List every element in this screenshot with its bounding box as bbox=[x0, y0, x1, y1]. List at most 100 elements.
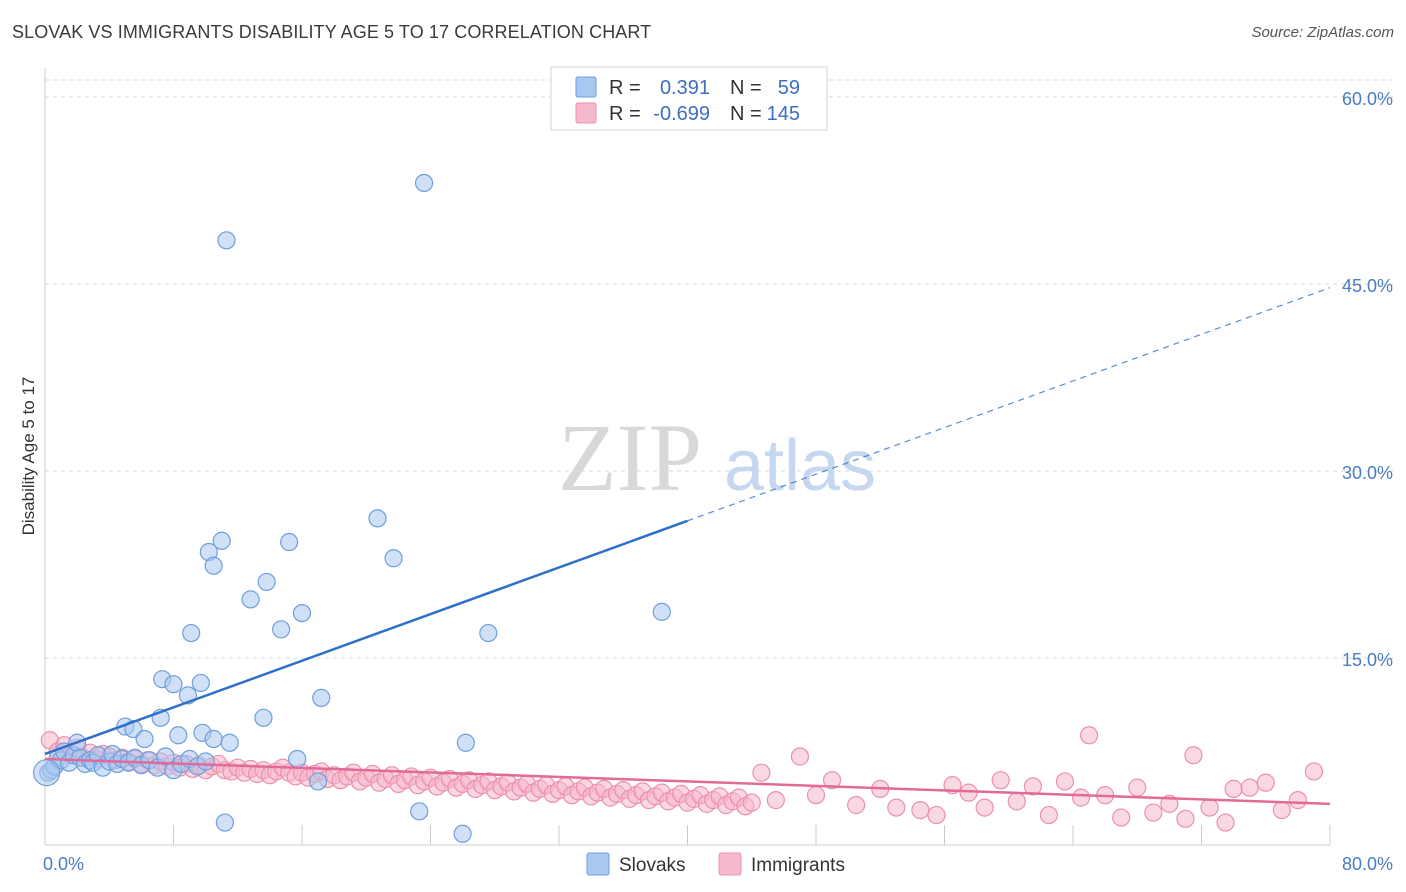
immigrants-point-113 bbox=[806, 786, 826, 805]
bottom-legend-slovaks: Slovaks bbox=[619, 855, 686, 876]
legend-swatch-slovaks bbox=[575, 76, 597, 98]
slovaks-point-63 bbox=[410, 802, 429, 821]
slovaks-trend-extension bbox=[687, 287, 1331, 522]
watermark-zip: ZIP bbox=[558, 404, 702, 511]
immigrants-point-128 bbox=[1071, 788, 1091, 807]
immigrants-point-140 bbox=[1240, 778, 1259, 797]
slovaks-point-34 bbox=[169, 726, 188, 745]
bottom-legend-immigrants: Immigrants bbox=[751, 855, 845, 876]
slovaks-point-58 bbox=[479, 623, 498, 643]
slovaks-point-44 bbox=[182, 623, 201, 643]
immigrants-trend-line bbox=[44, 757, 1331, 806]
slovaks-point-29 bbox=[196, 752, 215, 771]
legend-swatch-immigrants bbox=[575, 102, 597, 124]
trend-lines bbox=[44, 287, 1331, 806]
immigrants-point-142 bbox=[1272, 800, 1291, 820]
immigrants-point-135 bbox=[1176, 809, 1195, 828]
slovaks-point-51 bbox=[272, 620, 291, 639]
legend-r-label-immigrants: R = bbox=[609, 103, 641, 125]
slovaks-point-24 bbox=[156, 747, 175, 766]
immigrants-point-110 bbox=[752, 763, 771, 782]
y-tick-label-15: 15.0% bbox=[1342, 650, 1393, 670]
immigrants-point-112 bbox=[790, 747, 810, 766]
slovaks-point-50 bbox=[280, 532, 299, 552]
slovaks-point-48 bbox=[241, 590, 260, 609]
watermark-atlas: atlas bbox=[724, 426, 876, 506]
immigrants-point-119 bbox=[927, 805, 946, 825]
slovaks-point-41 bbox=[164, 675, 183, 694]
chart-title: SLOVAK VS IMMIGRANTS DISABILITY AGE 5 TO… bbox=[12, 22, 652, 42]
y-tick-label-60: 60.0% bbox=[1342, 89, 1393, 109]
slovaks-point-39 bbox=[288, 749, 307, 769]
slovaks-point-64 bbox=[453, 824, 472, 843]
axes bbox=[44, 68, 1331, 846]
y-axis-label: Disability Age 5 to 17 bbox=[19, 377, 38, 536]
watermark: ZIP atlas bbox=[558, 404, 876, 511]
immigrants-point-141 bbox=[1256, 773, 1275, 792]
slovaks-point-56 bbox=[384, 549, 403, 568]
slovaks-point-37 bbox=[220, 733, 239, 752]
grid-lines bbox=[45, 79, 1395, 659]
immigrants-point-109 bbox=[742, 793, 761, 812]
slovaks-point-36 bbox=[204, 729, 223, 749]
immigrants-point-123 bbox=[991, 771, 1010, 790]
legend-r-label-slovaks: R = bbox=[609, 77, 641, 99]
legend-box bbox=[550, 66, 828, 131]
y-tick-label-45: 45.0% bbox=[1342, 276, 1393, 296]
x-tick-labels: 0.0% 80.0% bbox=[43, 854, 1393, 874]
bottom-legend-swatch-immigrants bbox=[718, 852, 742, 876]
immigrants-point-114 bbox=[822, 771, 842, 790]
immigrants-point-117 bbox=[887, 798, 906, 817]
slovaks-point-55 bbox=[368, 509, 387, 528]
immigrants-point-115 bbox=[847, 796, 866, 815]
immigrants-point-144 bbox=[1304, 762, 1324, 781]
legend-r-value-immigrants: -0.699 bbox=[653, 103, 710, 125]
y-tick-labels: 15.0% 30.0% 45.0% 60.0% bbox=[1342, 89, 1393, 670]
immigrants-point-125 bbox=[1023, 777, 1042, 796]
slovaks-point-38 bbox=[254, 708, 273, 727]
immigrants-point-133 bbox=[1144, 803, 1163, 822]
slovaks-point-53 bbox=[312, 688, 331, 707]
slovaks-point-61 bbox=[414, 173, 434, 193]
slovaks-point-60 bbox=[217, 231, 236, 250]
slovaks-point-49 bbox=[257, 572, 276, 592]
x-tick-label-max: 80.0% bbox=[1342, 854, 1393, 874]
chart-source: Source: ZipAtlas.com bbox=[1251, 24, 1394, 41]
slovaks-point-47 bbox=[204, 556, 223, 575]
y-tick-label-30: 30.0% bbox=[1342, 463, 1393, 483]
immigrants-point-124 bbox=[1007, 792, 1026, 811]
legend-r-value-slovaks: 0.391 bbox=[660, 77, 710, 99]
immigrants-point-137 bbox=[1200, 798, 1219, 817]
immigrants-point-126 bbox=[1039, 805, 1059, 825]
slovaks-point-32 bbox=[135, 729, 154, 749]
immigrants-point-127 bbox=[1055, 772, 1075, 791]
slovaks-point-52 bbox=[292, 603, 312, 623]
correlation-legend: R = 0.391 N = 59 R = -0.699 N = 145 bbox=[550, 66, 828, 131]
immigrants-point-143 bbox=[1288, 791, 1307, 810]
slovaks-point-62 bbox=[215, 813, 234, 832]
bottom-legend-swatch-slovaks bbox=[586, 852, 610, 876]
slovaks-point-46 bbox=[212, 531, 231, 550]
slovaks-point-54 bbox=[308, 772, 328, 791]
immigrants-point-122 bbox=[975, 798, 994, 817]
immigrants-point-138 bbox=[1216, 813, 1235, 832]
series-legend: Slovaks Immigrants bbox=[586, 852, 845, 876]
legend-n-value-immigrants: 145 bbox=[767, 103, 800, 125]
slovaks-point-57 bbox=[456, 733, 475, 752]
slovaks-trend-line bbox=[44, 519, 688, 756]
immigrants-point-129 bbox=[1079, 726, 1099, 745]
slovaks-point-43 bbox=[191, 673, 210, 693]
immigrants-point-139 bbox=[1224, 779, 1243, 798]
slovaks-point-large bbox=[33, 759, 61, 787]
immigrants-point-132 bbox=[1128, 778, 1147, 797]
legend-n-label-immigrants: N = bbox=[730, 103, 762, 125]
immigrants-point-111 bbox=[766, 791, 785, 810]
immigrants-point-136 bbox=[1184, 746, 1203, 765]
x-tick-label-min: 0.0% bbox=[43, 854, 84, 874]
legend-n-value-slovaks: 59 bbox=[778, 77, 800, 99]
immigrants-point-131 bbox=[1112, 808, 1131, 827]
legend-n-label-slovaks: N = bbox=[730, 77, 762, 99]
slovaks-point-59 bbox=[652, 602, 671, 621]
immigrants-point-118 bbox=[911, 800, 930, 820]
